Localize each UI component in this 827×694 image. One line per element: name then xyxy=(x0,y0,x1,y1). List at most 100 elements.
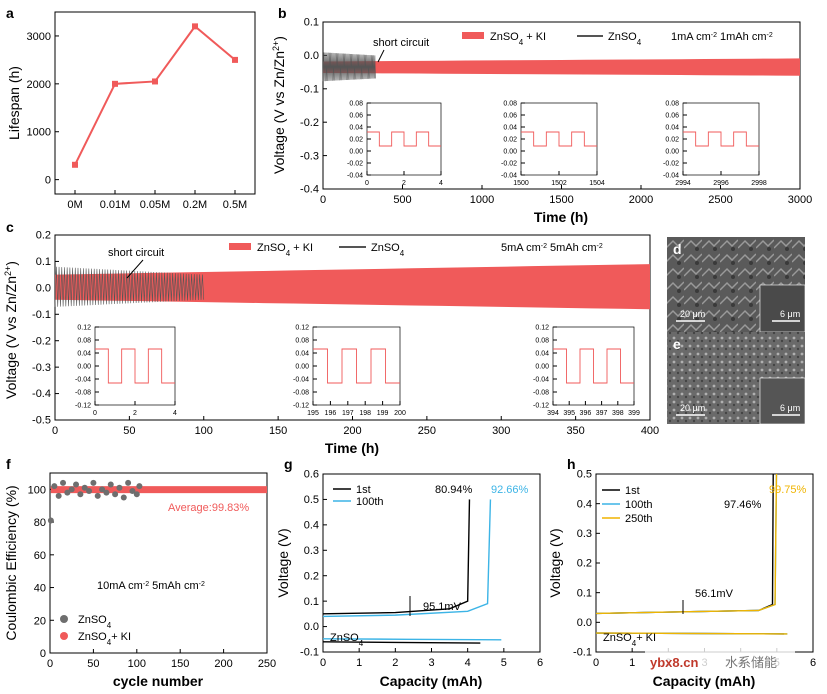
b-inset-2-y-tick-label: 0.02 xyxy=(503,136,517,143)
c-inset-1-y-tick-label: 0.04 xyxy=(77,350,91,357)
f-x-tick-label: 0 xyxy=(47,658,53,670)
watermark-site: ybx8.cn xyxy=(650,655,698,670)
c-inset-1-x-tick-label: 4 xyxy=(173,410,177,417)
g-ticks-y-tick-label: 0.5 xyxy=(304,494,319,506)
g-ticks-y-tick-label: 0.1 xyxy=(304,596,319,608)
panel-label-f: f xyxy=(6,456,11,472)
a-x-tick-label: 0.05M xyxy=(140,199,171,211)
short-circuit-label-b: short circuit xyxy=(373,37,429,49)
a-y-tick-label: 1000 xyxy=(27,127,51,139)
c-inset-1-y-tick-label: -0.04 xyxy=(75,376,91,383)
f-znso4-point xyxy=(107,481,114,488)
g-ticks-y-tick-label: 0.0 xyxy=(304,621,319,633)
f-y-tick-label: 40 xyxy=(34,583,46,595)
scale-right-e: 6 μm xyxy=(780,403,800,413)
b-inset-3-x-tick-label: 2998 xyxy=(751,180,767,187)
a-y-tick-label: 3000 xyxy=(27,31,51,43)
c-inset-2-y-tick-label: 0.00 xyxy=(295,363,309,370)
f-znso4-point xyxy=(94,492,101,499)
legend-label-c-1: ZnSO4 + KI xyxy=(257,242,313,258)
panel-g: Voltage (V) Capacity (mAh) 0 1 2 3 4 5 6 0.6 0.5… xyxy=(275,469,543,689)
c-inset-2-y-tick-label: -0.12 xyxy=(293,402,309,409)
c-inset-1-y-tick-label: 0.12 xyxy=(77,324,91,331)
legend-label-b-1: ZnSO4 + KI xyxy=(490,31,546,47)
c-x-tick-label: 300 xyxy=(492,425,510,437)
f-znso4-point xyxy=(129,488,136,494)
h-ticks-y-tick-label: 0.4 xyxy=(577,498,592,510)
c-inset-2-x-tick-label: 199 xyxy=(377,410,389,417)
micrograph-d: d 20 μm 6 μm xyxy=(667,237,806,333)
c-inset-3-x-tick-label: 394 xyxy=(547,410,559,417)
b-inset-1-trace xyxy=(367,131,441,147)
h-lines-charge-2 xyxy=(595,473,778,615)
a-x-tick-label: 0M xyxy=(67,199,82,211)
c-inset-1-y-tick-label: -0.08 xyxy=(75,389,91,396)
c-x-tick-label: 200 xyxy=(343,425,361,437)
condition-f: 10mA cm-2 5mAh cm-2 xyxy=(97,580,205,592)
f-znso4-point xyxy=(116,484,123,491)
g-lines-discharge-1 xyxy=(322,641,481,644)
c-x-tick-label: 50 xyxy=(123,425,135,437)
a-x-tick-label: 0.5M xyxy=(223,199,247,211)
c-inset-3-y-tick-label: 0.08 xyxy=(535,337,549,344)
series-znso4-ki-b xyxy=(323,58,800,76)
f-x-tick-label: 200 xyxy=(214,658,232,670)
panel-a: Lifespan (h) 0M 0.01M 0.05M 0.2M 0.5M 0 1000 20… xyxy=(6,11,256,211)
b-x-tick-label: 2500 xyxy=(708,194,732,206)
b-y-tick-label: -0.4 xyxy=(300,184,319,196)
f-znso4-point xyxy=(120,494,127,501)
axes-frame-f xyxy=(49,472,268,654)
b-inset-2-trace xyxy=(521,131,597,147)
short-circuit-arrow-c xyxy=(126,259,144,279)
g-ticks-y-tick-label: 0.4 xyxy=(304,520,319,532)
g-ticks-y-tick-label: 0.3 xyxy=(304,545,319,557)
f-y-tick-label: 0 xyxy=(40,648,46,660)
b-inset-3-y-tick-label: 0.00 xyxy=(665,148,679,155)
legend-label-h-2: 100th xyxy=(625,499,653,511)
legend-marker-red-f xyxy=(60,632,68,640)
a-point xyxy=(72,161,78,168)
b-x-tick-label: 3000 xyxy=(788,194,812,206)
c-inset-2-x-tick-label: 195 xyxy=(307,410,319,417)
f-znso4-point xyxy=(47,517,54,524)
h-ticks-y-tick-label: -0.1 xyxy=(573,647,592,659)
c-y-tick-label: -0.2 xyxy=(32,335,51,347)
f-x-tick-label: 50 xyxy=(87,658,99,670)
scale-left-e: 20 μm xyxy=(680,403,705,413)
c-y-tick-label: 0.0 xyxy=(36,283,51,295)
watermark-bg xyxy=(645,648,795,674)
f-znso4-point xyxy=(64,489,71,496)
b-inset-3-trace xyxy=(683,131,759,147)
f-znso4-point xyxy=(86,488,93,494)
h-ticks-x-tick-label: 0 xyxy=(593,657,599,669)
g-lines-charge-1 xyxy=(322,499,471,615)
g-ticks-x-tick-label: 5 xyxy=(501,657,507,669)
c-inset-2-trace xyxy=(313,348,400,384)
watermark-brand: 水系储能 xyxy=(725,655,777,670)
panel-label-d: d xyxy=(673,241,682,257)
b-inset-1-x-tick-label: 2 xyxy=(402,180,406,187)
b-inset-3-y-tick-label: 0.04 xyxy=(665,124,679,131)
ce-label-h-1: 97.46% xyxy=(724,499,762,511)
b-x-tick-label: 500 xyxy=(393,194,411,206)
xlabel-f: cycle number xyxy=(113,673,204,689)
h-ticks-y-tick-label: 0.5 xyxy=(577,469,592,481)
c-inset-1-y-tick-label: 0.00 xyxy=(77,363,91,370)
g-ticks-x-tick-label: 4 xyxy=(465,657,471,669)
c-inset-3-y-tick-label: 0.12 xyxy=(535,324,549,331)
c-inset-2-y-tick-label: 0.08 xyxy=(295,337,309,344)
c-y-tick-label: -0.3 xyxy=(32,362,51,374)
c-inset-2-x-tick-label: 198 xyxy=(359,410,371,417)
legend-label-g-1: 1st xyxy=(356,484,371,496)
g-lines-charge-2 xyxy=(322,499,492,618)
sem-inset-e xyxy=(759,377,806,425)
f-znso4-point xyxy=(133,491,140,498)
panel-label-b: b xyxy=(278,5,287,21)
g-ticks-x-tick-label: 0 xyxy=(320,657,326,669)
g-ticks-x-tick-label: 2 xyxy=(392,657,398,669)
panel-label-a: a xyxy=(6,5,14,21)
b-y-tick-label: 0.0 xyxy=(304,50,319,62)
f-znso4-point xyxy=(103,489,110,496)
f-y-tick-label: 100 xyxy=(28,484,46,496)
c-inset-1-x-tick-label: 2 xyxy=(133,410,137,417)
